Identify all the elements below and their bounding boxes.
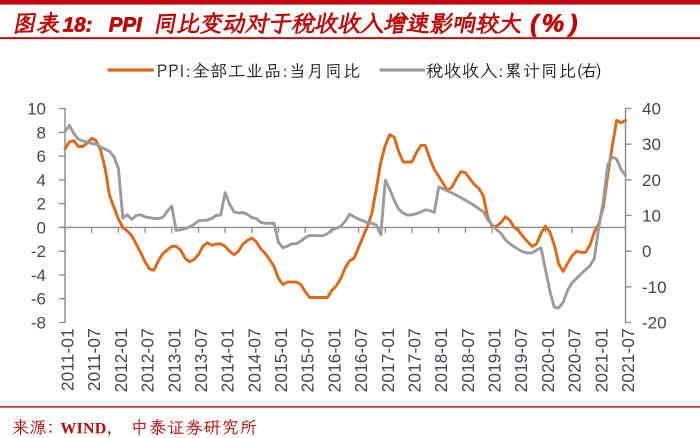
svg-text:2014-07: 2014-07 [244, 328, 264, 392]
svg-text:2016-01: 2016-01 [324, 328, 344, 392]
svg-text:0: 0 [642, 242, 651, 261]
svg-text:-6: -6 [31, 290, 46, 309]
svg-text:2020-01: 2020-01 [538, 328, 558, 392]
svg-text:0: 0 [37, 218, 46, 237]
svg-text:30: 30 [642, 135, 661, 154]
svg-text:10: 10 [27, 100, 46, 119]
svg-text:2019-01: 2019-01 [485, 328, 505, 392]
svg-text:2016-07: 2016-07 [351, 328, 371, 392]
svg-text:2021-07: 2021-07 [618, 328, 638, 392]
svg-text:-10: -10 [642, 278, 667, 297]
svg-text:20: 20 [642, 171, 661, 190]
svg-text:2021-01: 2021-01 [591, 328, 611, 392]
svg-text:2015-07: 2015-07 [298, 328, 318, 392]
svg-text:2011-01: 2011-01 [58, 328, 78, 391]
svg-text:2013-07: 2013-07 [191, 328, 211, 392]
svg-text:-8: -8 [31, 314, 46, 333]
svg-text:2012-01: 2012-01 [111, 328, 131, 392]
svg-text:2018-01: 2018-01 [431, 328, 451, 392]
svg-text:2: 2 [37, 195, 46, 214]
svg-text:2018-07: 2018-07 [458, 328, 478, 392]
svg-text:4: 4 [37, 171, 46, 190]
svg-text:2020-07: 2020-07 [565, 328, 585, 392]
svg-text:40: 40 [642, 100, 661, 119]
svg-text:2017-07: 2017-07 [405, 328, 425, 392]
svg-text:2012-07: 2012-07 [138, 328, 158, 392]
svg-text:2011-07: 2011-07 [84, 328, 104, 391]
svg-text:2013-01: 2013-01 [164, 328, 184, 392]
svg-text:6: 6 [37, 147, 46, 166]
svg-text:-2: -2 [31, 242, 46, 261]
svg-text:-4: -4 [31, 266, 46, 285]
svg-text:2014-01: 2014-01 [218, 328, 238, 392]
svg-text:2019-07: 2019-07 [511, 328, 531, 392]
svg-text:2017-01: 2017-01 [378, 328, 398, 392]
svg-text:8: 8 [37, 123, 46, 142]
svg-text:2015-01: 2015-01 [271, 328, 291, 392]
svg-text:10: 10 [642, 207, 661, 226]
svg-text:-20: -20 [642, 314, 667, 333]
